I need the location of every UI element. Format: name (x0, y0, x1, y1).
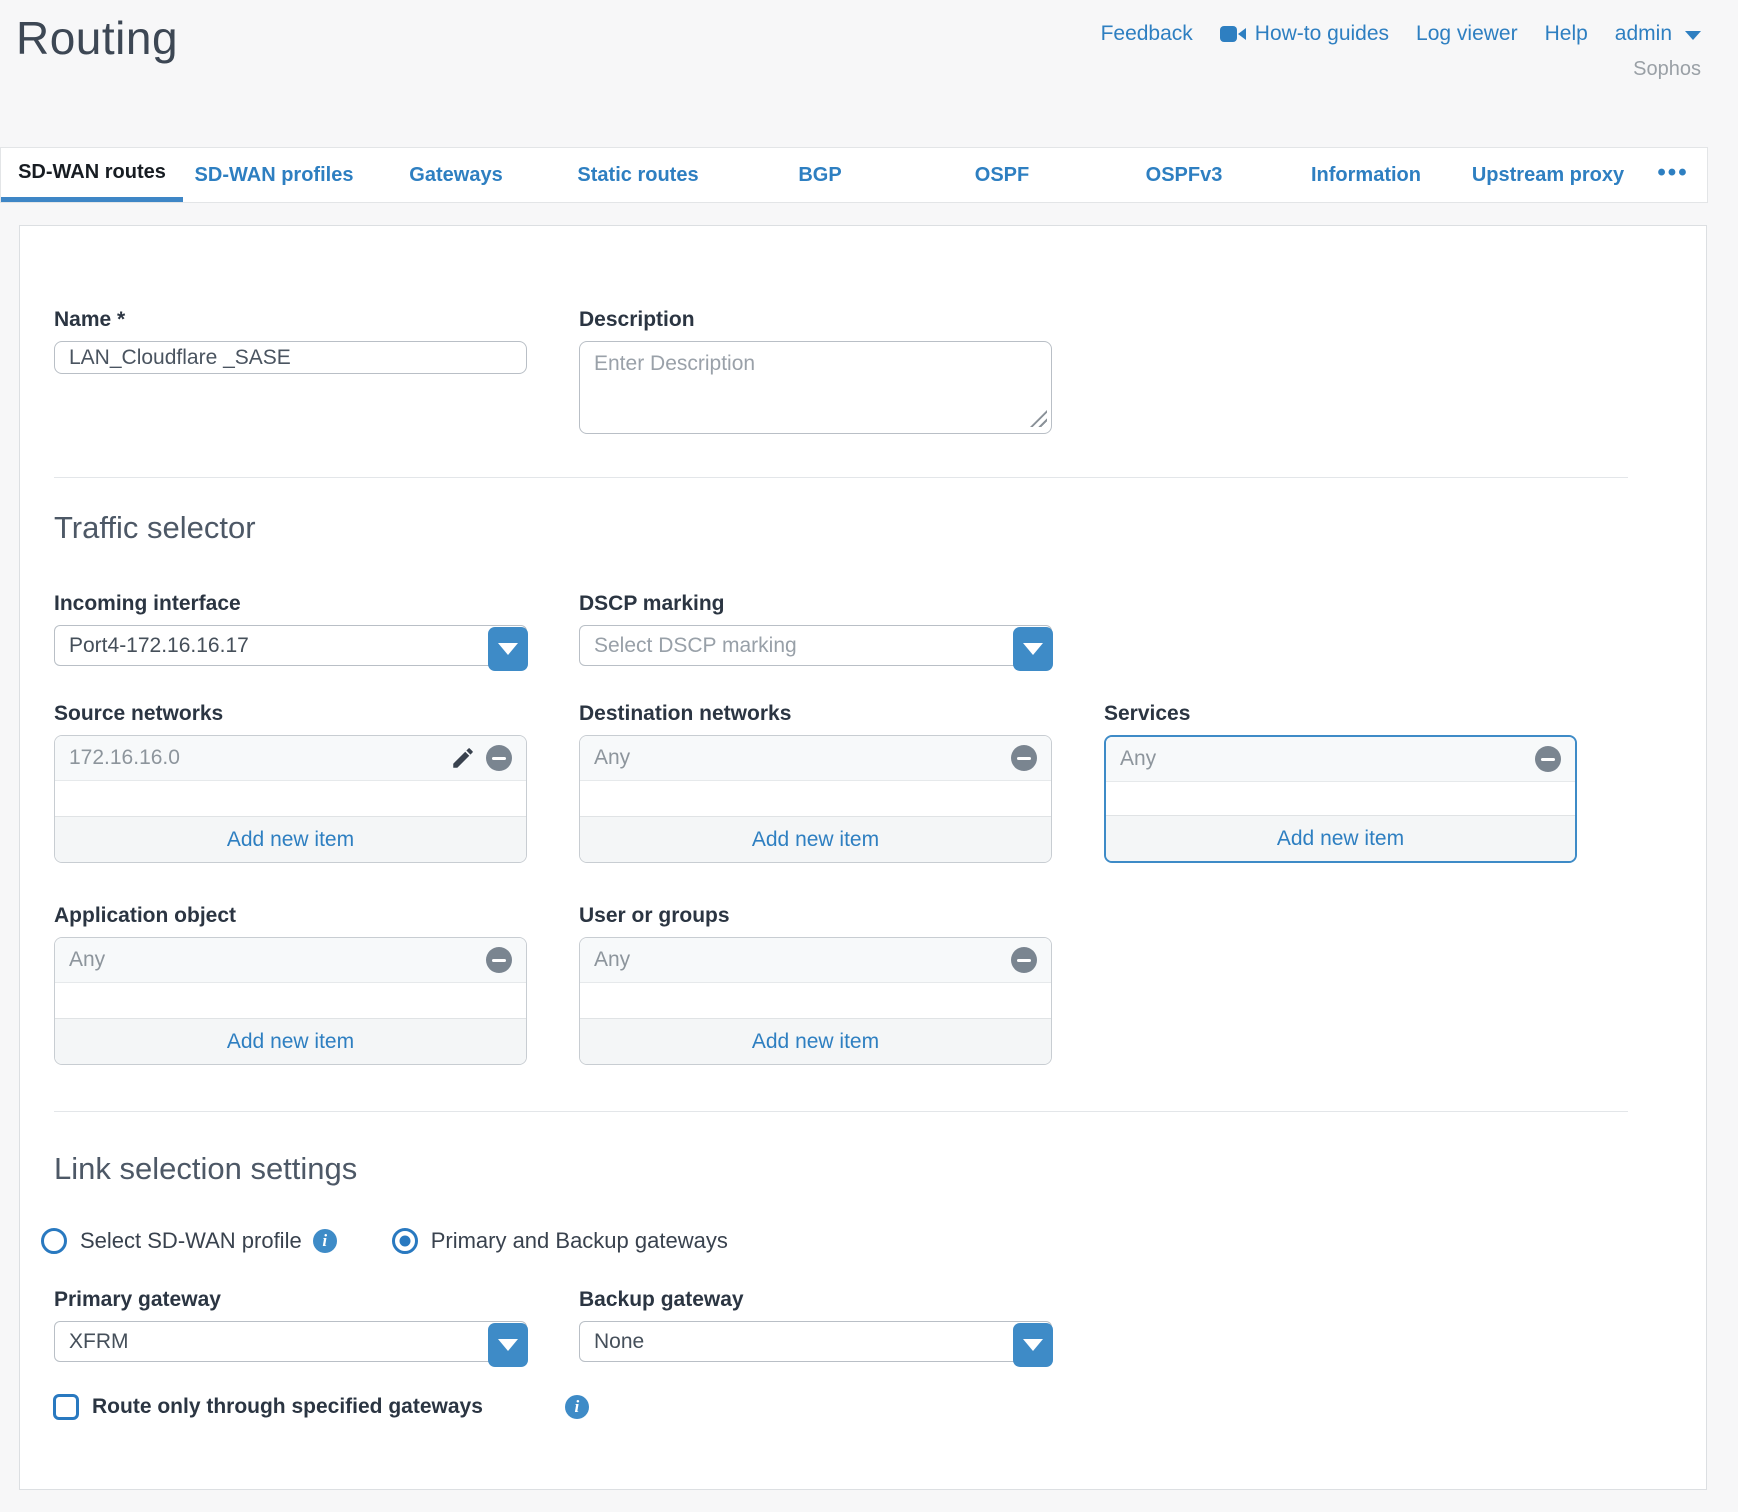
radio-primary-backup-gateways[interactable] (391, 1228, 418, 1254)
destination-network-value: Any (594, 746, 631, 769)
log-viewer-link[interactable]: Log viewer (1416, 22, 1518, 45)
tab-static-routes[interactable]: Static routes (577, 163, 699, 186)
dscp-marking-select[interactable]: Select DSCP marking (579, 625, 1053, 671)
remove-item-icon[interactable] (1011, 947, 1037, 973)
sdwan-route-form: Name * Description Traffic selector Inco… (19, 225, 1707, 1490)
incoming-interface-select[interactable]: Port4-172.16.16.17 (54, 625, 528, 671)
list-item: Any (55, 938, 526, 983)
dscp-marking-label: DSCP marking (579, 592, 725, 615)
howto-guides-link[interactable]: How-to guides (1219, 22, 1390, 46)
primary-gateway-value: XFRM (69, 1330, 129, 1353)
list-item: Any (1106, 737, 1575, 782)
howto-guides-label: How-to guides (1254, 22, 1390, 45)
remove-item-icon[interactable] (486, 745, 512, 771)
list-item: Any (580, 736, 1051, 781)
help-link[interactable]: Help (1544, 22, 1588, 45)
listbox-spacer (55, 781, 526, 816)
listbox-spacer (580, 781, 1051, 816)
services-label: Services (1104, 702, 1191, 725)
remove-item-icon[interactable] (1011, 745, 1037, 771)
radio-select-sdwan-profile-label: Select SD-WAN profile (80, 1228, 302, 1253)
tab-sdwan-routes[interactable]: SD-WAN routes (1, 148, 183, 202)
section-divider (54, 1111, 1628, 1112)
routing-tabbar: SD-WAN routes SD-WAN profiles Gateways S… (0, 147, 1708, 203)
application-object-label: Application object (54, 904, 237, 927)
list-item: 172.16.16.0 (55, 736, 526, 781)
user-name: admin (1614, 22, 1672, 45)
backup-gateway-label: Backup gateway (579, 1288, 744, 1311)
add-new-item-button[interactable]: Add new item (1106, 815, 1575, 861)
feedback-link[interactable]: Feedback (1100, 22, 1193, 45)
list-item: Any (580, 938, 1051, 983)
link-selection-heading: Link selection settings (54, 1151, 358, 1186)
page-header: Routing Feedback How-to guides Log viewe… (0, 0, 1738, 81)
user-or-groups-label: User or groups (579, 904, 730, 927)
destination-networks-label: Destination networks (579, 702, 792, 725)
incoming-interface-value: Port4-172.16.16.17 (69, 634, 249, 657)
chevron-down-icon (1685, 31, 1701, 40)
add-new-item-button[interactable]: Add new item (580, 1018, 1051, 1064)
remove-item-icon[interactable] (1535, 746, 1561, 772)
section-divider (54, 477, 1628, 478)
tab-ospf[interactable]: OSPF (974, 163, 1030, 186)
dscp-marking-placeholder: Select DSCP marking (594, 634, 797, 657)
description-label: Description (579, 308, 695, 331)
listbox-spacer (580, 983, 1051, 1018)
tab-bgp[interactable]: BGP (798, 163, 842, 186)
info-icon[interactable]: i (312, 1229, 337, 1253)
info-icon[interactable]: i (564, 1395, 589, 1419)
incoming-interface-label: Incoming interface (54, 592, 241, 615)
listbox-spacer (55, 983, 526, 1018)
primary-gateway-label: Primary gateway (54, 1288, 221, 1311)
application-object-listbox: Any Add new item (54, 937, 527, 1065)
tab-ospfv3[interactable]: OSPFv3 (1145, 163, 1223, 186)
tab-sdwan-profiles[interactable]: SD-WAN profiles (194, 163, 354, 186)
primary-gateway-select[interactable]: XFRM (54, 1321, 528, 1367)
destination-networks-listbox: Any Add new item (579, 735, 1052, 863)
tab-upstream-proxy[interactable]: Upstream proxy (1471, 163, 1625, 186)
remove-item-icon[interactable] (486, 947, 512, 973)
tab-information[interactable]: Information (1311, 163, 1421, 186)
edit-pencil-icon[interactable] (450, 745, 476, 771)
page-title: Routing (16, 12, 179, 64)
radio-select-sdwan-profile[interactable] (41, 1228, 67, 1254)
name-label: Name * (54, 308, 126, 331)
user-or-groups-value: Any (594, 948, 631, 971)
add-new-item-button[interactable]: Add new item (580, 816, 1051, 862)
application-object-value: Any (69, 948, 106, 971)
source-networks-listbox: 172.16.16.0 Add new item (54, 735, 527, 863)
source-network-value: 172.16.16.0 (69, 746, 180, 769)
route-only-checkbox-label: Route only through specified gateways (92, 1395, 483, 1418)
brand-label: Sophos (1633, 58, 1701, 80)
tab-overflow-ellipsis-icon[interactable]: ••• (1657, 159, 1689, 186)
user-or-groups-listbox: Any Add new item (579, 937, 1052, 1065)
video-camera-icon (1219, 24, 1247, 44)
name-input[interactable] (54, 341, 527, 374)
description-textarea[interactable] (579, 341, 1052, 434)
dropdown-arrow-icon[interactable] (488, 1323, 528, 1367)
user-menu[interactable]: admin (1615, 22, 1701, 46)
add-new-item-button[interactable]: Add new item (55, 816, 526, 862)
radio-primary-backup-gateways-label: Primary and Backup gateways (430, 1228, 728, 1253)
dropdown-arrow-icon[interactable] (1013, 1323, 1053, 1367)
dropdown-arrow-icon[interactable] (1013, 627, 1053, 671)
tab-gateways[interactable]: Gateways (409, 163, 503, 186)
traffic-selector-heading: Traffic selector (54, 510, 256, 545)
source-networks-label: Source networks (54, 702, 224, 725)
backup-gateway-select[interactable]: None (579, 1321, 1053, 1367)
add-new-item-button[interactable]: Add new item (55, 1018, 526, 1064)
listbox-spacer (1106, 782, 1575, 815)
services-value: Any (1120, 747, 1157, 770)
route-only-checkbox[interactable] (53, 1394, 79, 1420)
dropdown-arrow-icon[interactable] (488, 627, 528, 671)
backup-gateway-value: None (594, 1330, 645, 1353)
services-listbox: Any Add new item (1104, 735, 1577, 863)
